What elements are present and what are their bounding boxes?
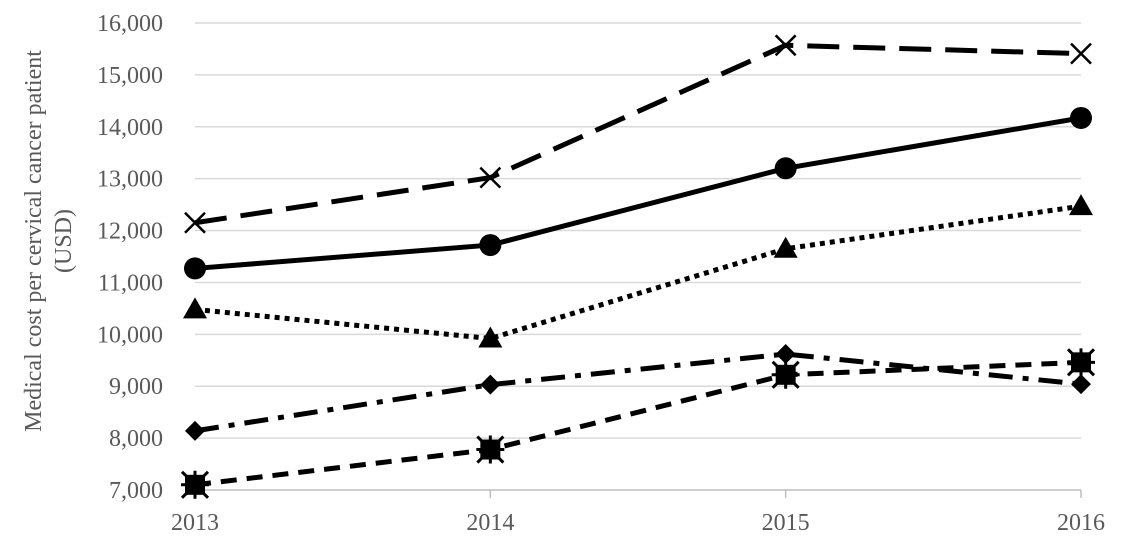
x-marker xyxy=(1070,42,1092,65)
x-tick-label: 2015 xyxy=(762,510,810,536)
star-marker-overlay xyxy=(476,435,505,464)
triangle-marker xyxy=(478,326,503,348)
circle-marker xyxy=(774,157,797,180)
series-line xyxy=(194,42,1082,226)
diamond-marker xyxy=(480,374,501,395)
x-axis-tick-labels: 2013 2014 2015 2016 xyxy=(171,510,1105,536)
x-tick-label: 2013 xyxy=(171,510,219,536)
x-axis xyxy=(194,489,1082,498)
series-line xyxy=(194,115,1082,271)
star-marker-overlay xyxy=(1066,348,1096,377)
series-5 xyxy=(180,348,1096,499)
series-2 xyxy=(184,106,1092,280)
y-tick-label: 10,000 xyxy=(97,322,163,348)
star-marker-overlay xyxy=(180,470,210,499)
x-marker xyxy=(184,211,206,234)
y-axis-label-line2: (USD) xyxy=(51,209,77,273)
diamond-marker xyxy=(1071,374,1091,395)
x-marker xyxy=(479,166,502,189)
diamond-marker xyxy=(185,420,205,441)
circle-marker xyxy=(1070,106,1092,129)
series-4 xyxy=(185,344,1091,441)
y-tick-label: 9,000 xyxy=(109,374,163,400)
series-1 xyxy=(184,34,1092,234)
triangle-marker xyxy=(183,297,207,319)
series-group xyxy=(180,34,1096,499)
y-tick-label: 7,000 xyxy=(109,478,163,504)
gridlines xyxy=(195,22,1081,439)
y-axis-tick-labels: 7,000 8,000 9,000 10,000 11,000 12,000 13,000 1… xyxy=(97,11,163,504)
y-tick-label: 12,000 xyxy=(97,219,163,245)
diamond-marker xyxy=(775,344,796,365)
y-tick-label: 14,000 xyxy=(97,115,163,141)
x-tick-label: 2014 xyxy=(466,510,514,536)
y-tick-label: 13,000 xyxy=(97,167,163,193)
x-tick-label: 2016 xyxy=(1057,510,1105,536)
star-marker-overlay xyxy=(771,360,800,389)
y-tick-label: 15,000 xyxy=(97,63,163,89)
series-line xyxy=(194,203,1082,342)
series-line xyxy=(194,359,1082,488)
x-marker xyxy=(774,34,797,57)
y-axis-label-line1: Medical cost per cervical cancer patient xyxy=(21,50,47,432)
circle-marker xyxy=(479,234,502,257)
y-tick-label: 8,000 xyxy=(109,426,163,452)
circle-marker xyxy=(184,257,206,280)
triangle-marker xyxy=(1069,194,1093,216)
triangle-marker xyxy=(773,236,798,258)
y-tick-label: 16,000 xyxy=(97,11,163,37)
series-3 xyxy=(183,194,1093,348)
y-tick-label: 11,000 xyxy=(98,270,163,296)
